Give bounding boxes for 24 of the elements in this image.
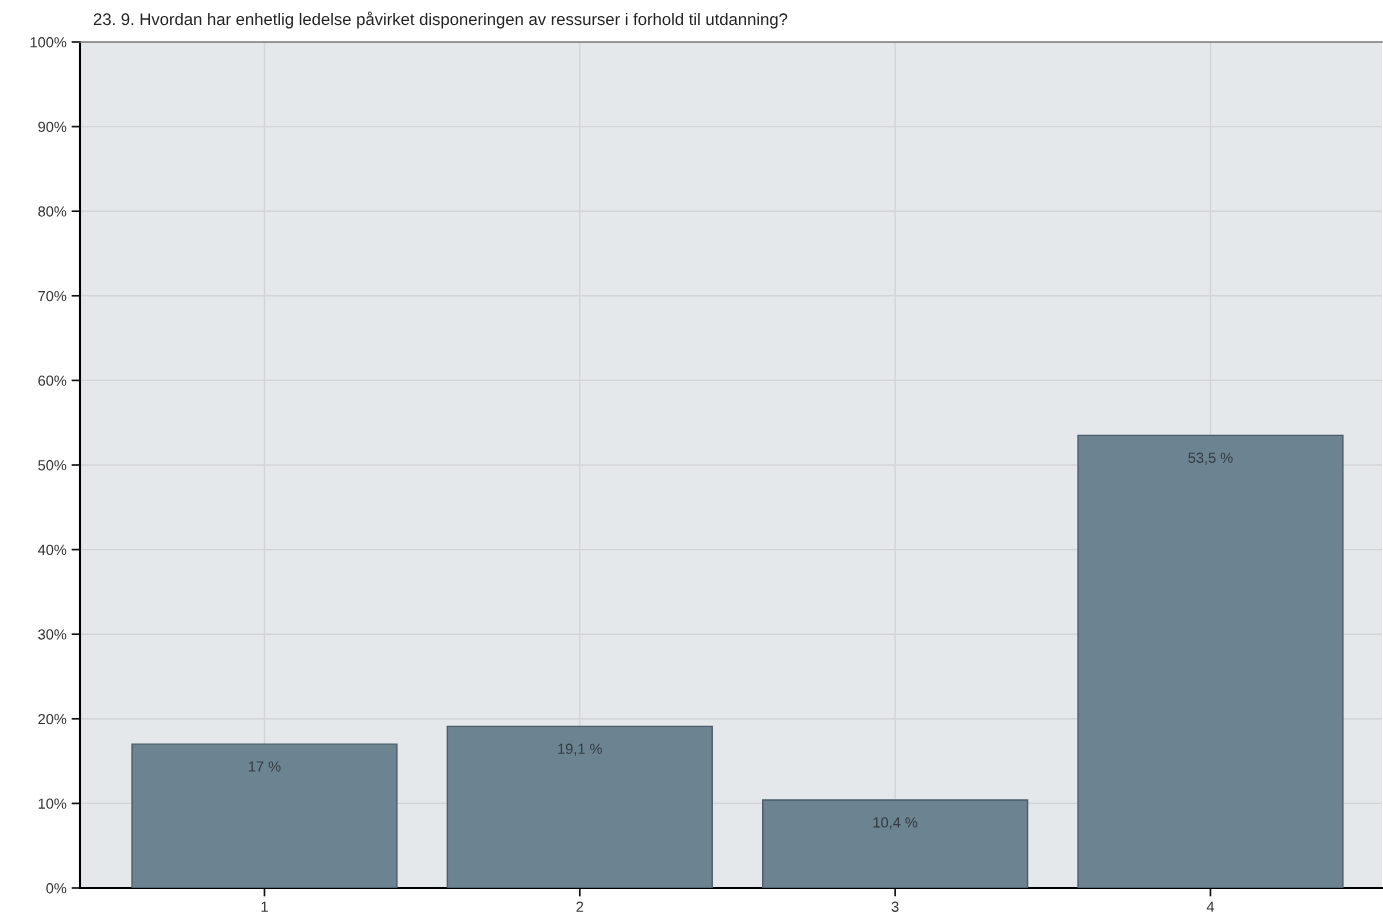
bar [131,743,398,888]
bar [761,799,1029,888]
y-tick-label: 100% [30,37,67,48]
y-tick-label: 40% [37,544,67,556]
x-tick-label: 3 [891,901,899,912]
data-label: 10,4 % [873,817,918,830]
y-tick-label: 50% [38,460,67,471]
bar [446,725,713,888]
y-tick-label: 10% [38,798,67,809]
y-tick-label: 90% [38,121,67,133]
data-label: 19,1 % [558,743,602,756]
data-label: 17 % [248,761,281,772]
x-tick-label: 1 [261,901,268,912]
y-tick-label: 20% [38,713,67,725]
y-tick-label: 30% [38,629,67,640]
y-tick-label: 80% [38,206,67,217]
y-tick-label: 60% [38,375,67,386]
x-tick-label: 2 [576,901,584,912]
y-tick-label: 70% [38,290,67,302]
x-tick-label: 4 [1206,901,1215,912]
y-tick-label: 0% [46,883,67,894]
bar [1077,434,1344,888]
chart-title: 23. 9. Hvordan har enhetlig ledelse påvirket disponeringen av ressurser i forhold til utdanning? [93,11,788,29]
data-label: 53,5 % [1188,452,1233,465]
